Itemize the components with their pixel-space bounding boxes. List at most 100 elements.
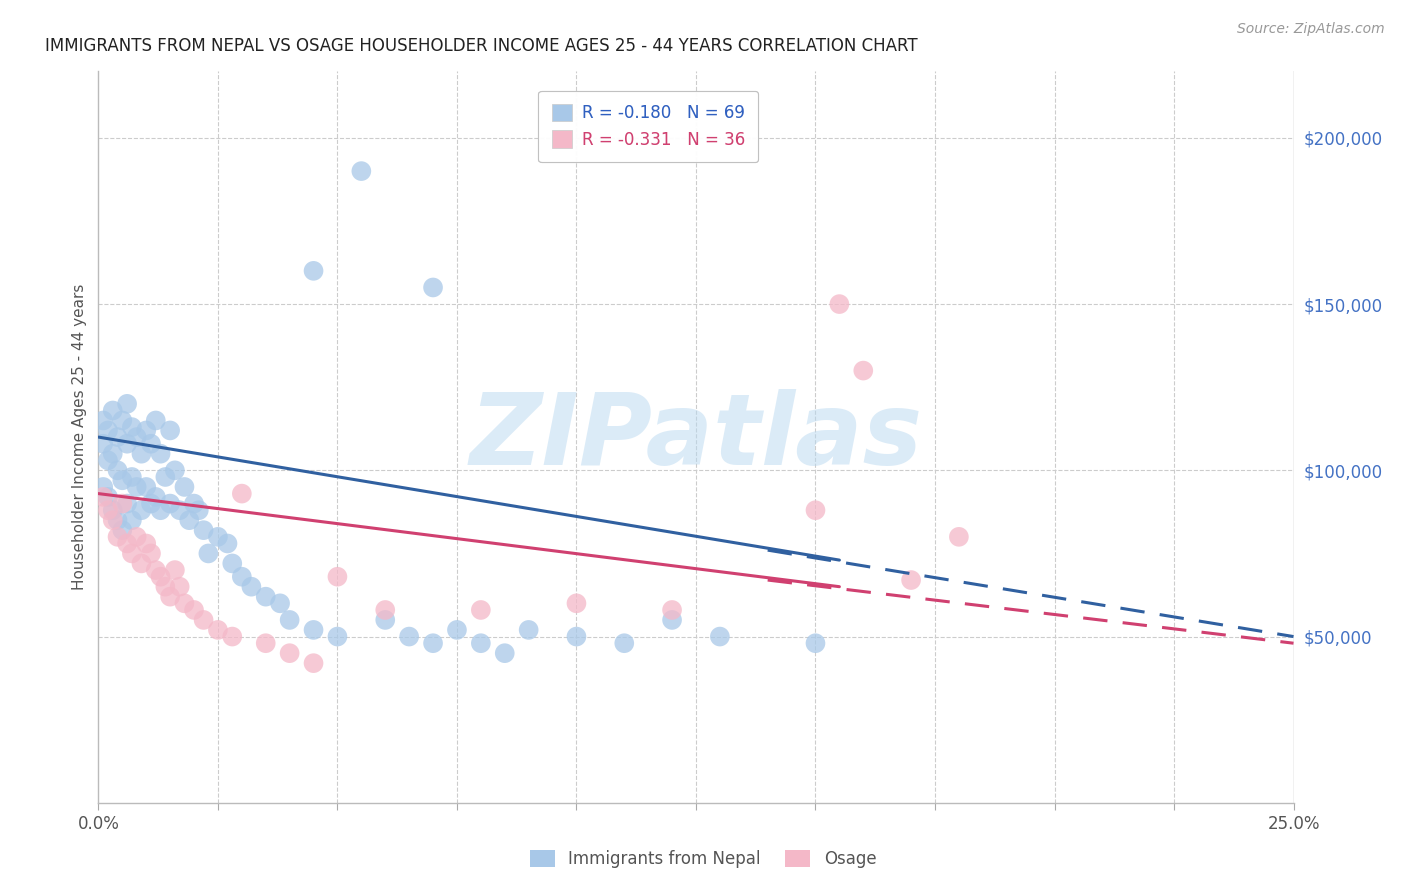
- Point: [422, 280, 444, 294]
- Point: [125, 530, 148, 544]
- Point: [163, 463, 186, 477]
- Point: [115, 536, 138, 550]
- Point: [278, 613, 301, 627]
- Point: [183, 497, 205, 511]
- Point: [207, 530, 229, 544]
- Point: [254, 636, 277, 650]
- Point: [173, 596, 195, 610]
- Point: [155, 470, 177, 484]
- Point: [240, 580, 263, 594]
- Point: [565, 596, 588, 610]
- Y-axis label: Householder Income Ages 25 - 44 years: Householder Income Ages 25 - 44 years: [72, 284, 87, 591]
- Point: [269, 596, 291, 610]
- Legend: R = -0.180   N = 69, R = -0.331   N = 36: R = -0.180 N = 69, R = -0.331 N = 36: [538, 91, 758, 162]
- Point: [107, 530, 129, 544]
- Point: [446, 623, 468, 637]
- Point: [121, 546, 143, 560]
- Point: [207, 623, 229, 637]
- Point: [121, 470, 143, 484]
- Point: [852, 363, 875, 377]
- Point: [517, 623, 540, 637]
- Point: [145, 413, 167, 427]
- Point: [254, 590, 277, 604]
- Point: [302, 623, 325, 637]
- Point: [101, 503, 124, 517]
- Point: [374, 613, 396, 627]
- Point: [111, 523, 134, 537]
- Point: [139, 436, 162, 450]
- Point: [661, 603, 683, 617]
- Point: [149, 503, 172, 517]
- Point: [159, 590, 181, 604]
- Point: [159, 497, 181, 511]
- Point: [709, 630, 731, 644]
- Point: [97, 503, 120, 517]
- Text: ZIPatlas: ZIPatlas: [470, 389, 922, 485]
- Point: [121, 420, 143, 434]
- Point: [900, 573, 922, 587]
- Point: [97, 424, 120, 438]
- Point: [374, 603, 396, 617]
- Point: [193, 613, 215, 627]
- Point: [179, 513, 201, 527]
- Point: [231, 486, 253, 500]
- Point: [111, 497, 134, 511]
- Point: [91, 480, 114, 494]
- Point: [278, 646, 301, 660]
- Point: [422, 636, 444, 650]
- Point: [217, 536, 239, 550]
- Point: [187, 503, 209, 517]
- Point: [135, 480, 157, 494]
- Point: [350, 164, 373, 178]
- Point: [131, 503, 153, 517]
- Point: [145, 490, 167, 504]
- Point: [326, 630, 349, 644]
- Point: [326, 570, 349, 584]
- Point: [125, 430, 148, 444]
- Point: [139, 546, 162, 560]
- Point: [97, 453, 120, 467]
- Point: [145, 563, 167, 577]
- Point: [470, 603, 492, 617]
- Point: [302, 656, 325, 670]
- Point: [828, 297, 851, 311]
- Point: [107, 463, 129, 477]
- Point: [139, 497, 162, 511]
- Point: [107, 430, 129, 444]
- Point: [111, 413, 134, 427]
- Point: [115, 436, 138, 450]
- Point: [169, 580, 191, 594]
- Point: [948, 530, 970, 544]
- Point: [183, 603, 205, 617]
- Point: [613, 636, 636, 650]
- Point: [97, 490, 120, 504]
- Point: [111, 473, 134, 487]
- Point: [221, 630, 243, 644]
- Point: [231, 570, 253, 584]
- Point: [135, 536, 157, 550]
- Point: [565, 630, 588, 644]
- Point: [121, 513, 143, 527]
- Point: [91, 413, 114, 427]
- Point: [107, 513, 129, 527]
- Legend: Immigrants from Nepal, Osage: Immigrants from Nepal, Osage: [523, 843, 883, 875]
- Point: [149, 447, 172, 461]
- Point: [149, 570, 172, 584]
- Point: [804, 503, 827, 517]
- Point: [101, 447, 124, 461]
- Point: [470, 636, 492, 650]
- Point: [125, 480, 148, 494]
- Point: [131, 447, 153, 461]
- Point: [302, 264, 325, 278]
- Point: [221, 557, 243, 571]
- Point: [494, 646, 516, 660]
- Point: [155, 580, 177, 594]
- Point: [193, 523, 215, 537]
- Point: [131, 557, 153, 571]
- Point: [91, 490, 114, 504]
- Point: [159, 424, 181, 438]
- Point: [101, 513, 124, 527]
- Point: [163, 563, 186, 577]
- Point: [804, 636, 827, 650]
- Point: [661, 613, 683, 627]
